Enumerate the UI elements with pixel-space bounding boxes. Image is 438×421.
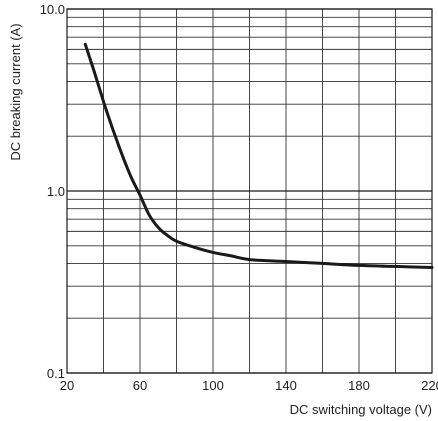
x-tick-label: 20: [60, 378, 74, 393]
y-tick-label: 1.0: [47, 184, 65, 199]
x-tick-labels: 20 60 100 140 180 220: [60, 378, 438, 393]
y-tick-labels: 0.1 1.0 10.0: [40, 2, 65, 381]
x-tick-label: 140: [275, 378, 297, 393]
y-axis-title: DC breaking current (A): [8, 23, 23, 160]
y-tick-label: 0.1: [47, 366, 65, 381]
x-axis-title: DC switching voltage (V): [290, 402, 432, 417]
y-tick-label: 10.0: [40, 2, 65, 17]
series-group: [83, 42, 434, 269]
x-tick-label: 100: [202, 378, 224, 393]
series-line: [83, 42, 434, 269]
x-tick-label: 60: [133, 378, 147, 393]
x-tick-label: 220: [421, 378, 438, 393]
minor-gridlines: [67, 9, 432, 373]
plot-frame: [66, 8, 433, 374]
x-tick-label: 180: [348, 378, 370, 393]
